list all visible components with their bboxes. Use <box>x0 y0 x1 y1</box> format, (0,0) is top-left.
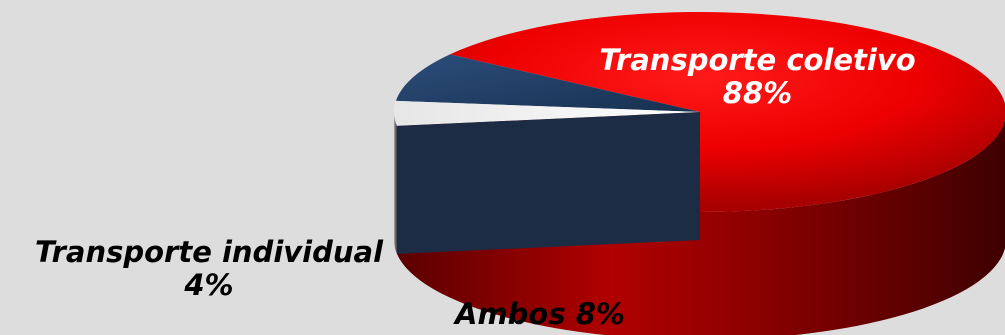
slice-label-transporte-coletivo: Transporte coletivo 88% <box>560 44 955 110</box>
slice-value-ambos: 8% <box>575 297 625 331</box>
slice-label-transporte-individual: Transporte individual 4% <box>0 236 418 302</box>
pie-slice-ambos <box>395 54 700 112</box>
pie-inner-wall <box>396 112 700 254</box>
slice-label-ambos: Ambos 8% <box>420 298 660 331</box>
slice-value-transporte-individual: 4% <box>184 268 234 302</box>
pie-side-transporte-coletivo <box>396 119 1005 335</box>
slice-name-transporte-individual: Transporte individual <box>34 235 384 269</box>
slice-value-transporte-coletivo: 88% <box>722 76 793 110</box>
pie-side-transporte-individual <box>394 112 397 254</box>
pie-slice-transporte-individual <box>393 100 700 126</box>
slice-name-ambos: Ambos <box>455 297 566 331</box>
slice-name-transporte-coletivo: Transporte coletivo <box>599 43 916 77</box>
